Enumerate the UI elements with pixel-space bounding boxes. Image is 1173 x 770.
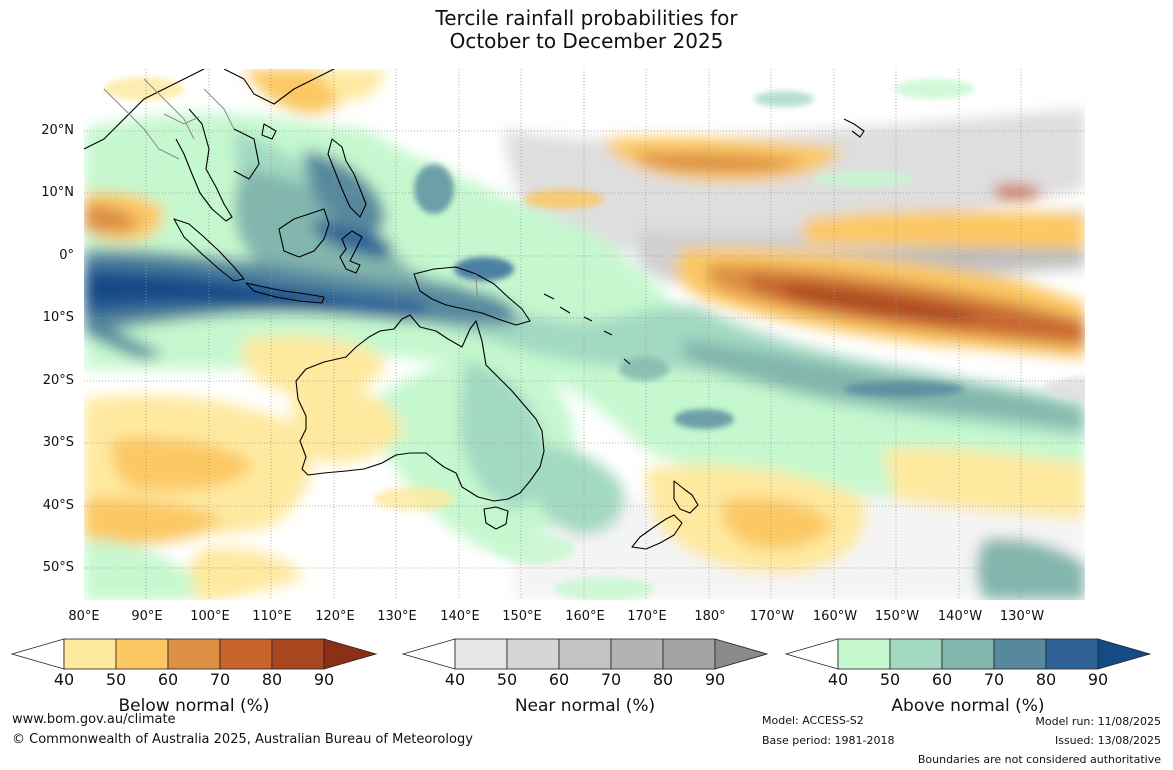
lon-label-170e: 170°E [627,609,667,624]
lon-label-110e: 110°E [252,609,292,624]
colorbar-near-segment-4 [610,638,664,670]
lat-label-20s: 20°S [42,373,74,388]
colorbar-below-normal [10,638,378,670]
probability-field [84,69,1085,600]
colorbar-above-segment-4 [993,638,1047,670]
colorbar-above-segment-0 [784,638,839,670]
colorbar-above-tick-70: 70 [983,670,1005,689]
lon-label-80e: 80°E [68,609,100,624]
lon-label-100e: 100°E [190,609,230,624]
colorbar-near-tick-40: 40 [444,670,466,689]
map-canvas [84,69,1085,600]
sumatra-outline [173,218,245,282]
map-title-line-2: October to December 2025 [449,29,724,53]
china-coast-outline [223,69,335,140]
lat-label-30s: 30°S [42,435,74,450]
lon-label-170w: 170°W [749,609,795,624]
model-run-date: Model run: 11/08/2025 [1035,715,1161,728]
pacific-islands-outline [543,118,865,365]
graticule [84,69,1085,600]
colorbar-above-segment-1 [837,638,891,670]
lat-label-10n: 10°N [41,185,74,200]
lon-label-90e: 90°E [131,609,163,624]
issued-date: Issued: 13/08/2025 [1054,734,1161,747]
colorbar-below-segment-6 [323,638,378,670]
lon-label-160w: 160°W [812,609,858,624]
colorbar-above-title: Above normal (%) [891,696,1045,716]
lat-label-50s: 50°S [42,560,74,575]
colorbar-below-segment-1 [63,638,117,670]
se-asia-outline [84,69,260,222]
colorbar-below-tick-40: 40 [53,670,75,689]
lon-label-140e: 140°E [440,609,480,624]
colorbar-above-segment-6 [1097,638,1152,670]
sulawesi-outline [339,230,363,274]
colorbar-below-title: Below normal (%) [118,696,270,716]
colorbar-below-tick-70: 70 [209,670,231,689]
country-borders [103,78,479,310]
colorbar-near-tick-80: 80 [652,670,674,689]
new-zealand-north-outline [673,480,699,514]
copyright-text: © Commonwealth of Australia 2025, Austra… [12,732,473,747]
lon-label-120e: 120°E [315,609,355,624]
tasmania-outline [483,506,509,530]
colorbar-below-segment-0 [10,638,65,670]
java-outline [245,282,325,304]
colorbar-above-tick-60: 60 [931,670,953,689]
lon-label-150w: 150°W [874,609,920,624]
lat-label-20n: 20°N [41,123,74,138]
coastlines [84,69,865,550]
lat-label-equator: 0° [59,248,74,263]
colorbar-near-tick-60: 60 [548,670,570,689]
colorbar-below-segment-4 [219,638,273,670]
colorbar-near-segment-3 [558,638,612,670]
probability-speckle [104,77,1085,600]
philippines-outline [327,138,367,218]
lon-label-130e: 130°E [377,609,417,624]
borneo-outline [278,208,330,258]
colorbar-above-tick-50: 50 [879,670,901,689]
colorbar-below-segment-5 [271,638,325,670]
probability-map [84,69,1085,600]
colorbar-below-tick-90: 90 [313,670,335,689]
lat-label-10s: 10°S [42,310,74,325]
website-link[interactable]: www.bom.gov.au/climate [12,712,176,727]
colorbar-above-segment-2 [889,638,943,670]
colorbar-near-tick-70: 70 [600,670,622,689]
colorbar-near-tick-50: 50 [496,670,518,689]
colorbar-above-tick-90: 90 [1087,670,1109,689]
colorbar-near-segment-1 [454,638,508,670]
lon-label-180: 180° [694,609,726,624]
colorbar-near-segment-5 [662,638,716,670]
colorbar-near-segment-6 [714,638,769,670]
lon-label-130w: 130°W [999,609,1045,624]
colorbar-near-tick-90: 90 [704,670,726,689]
colorbar-above-tick-40: 40 [827,670,849,689]
new-guinea-outline [413,266,531,326]
colorbar-near-segment-0 [401,638,456,670]
new-zealand-south-outline [631,514,683,550]
colorbar-below-tick-50: 50 [105,670,127,689]
colorbar-near-segment-2 [506,638,560,670]
base-period: Base period: 1981-2018 [762,734,895,747]
lon-label-160e: 160°E [565,609,605,624]
colorbar-near-title: Near normal (%) [514,696,656,716]
lon-label-140w: 140°W [937,609,983,624]
colorbar-below-tick-80: 80 [261,670,283,689]
colorbar-below-segment-3 [167,638,221,670]
colorbar-below-tick-60: 60 [157,670,179,689]
colorbar-above-segment-5 [1045,638,1099,670]
colorbar-above-tick-80: 80 [1035,670,1057,689]
australia-outline [295,314,545,502]
lat-label-40s: 40°S [42,498,74,513]
map-title-line-1: Tercile rainfall probabilities for [435,6,738,30]
colorbar-above-normal [784,638,1152,670]
model-name: Model: ACCESS-S2 [762,714,864,727]
boundaries-disclaimer: Boundaries are not considered authoritat… [917,753,1161,766]
colorbar-below-segment-2 [115,638,169,670]
lon-label-150e: 150°E [502,609,542,624]
colorbar-above-segment-3 [941,638,995,670]
colorbar-near-normal [401,638,769,670]
